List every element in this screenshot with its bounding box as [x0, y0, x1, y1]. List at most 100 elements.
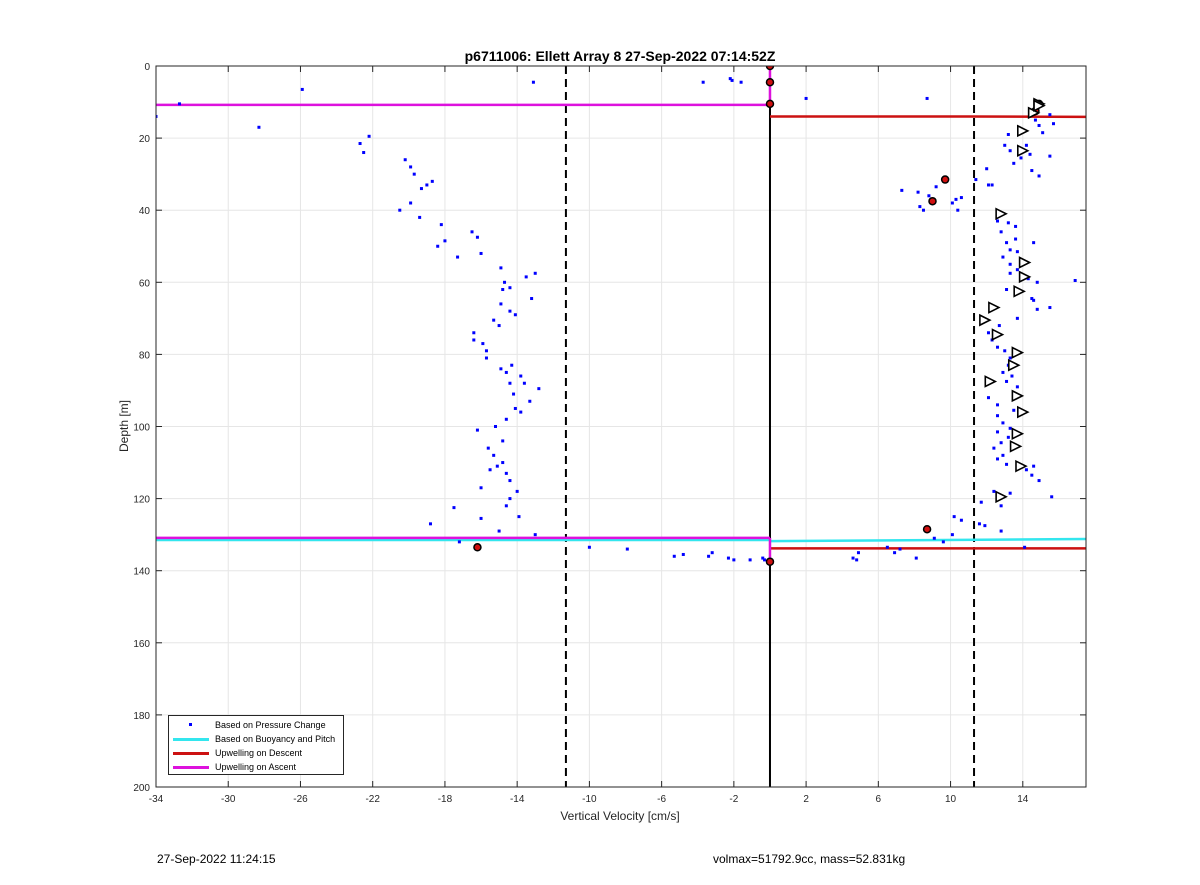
- y-tick-label: 20: [139, 134, 151, 145]
- legend-item-ascent: Upwelling on Ascent: [169, 760, 345, 774]
- x-tick-label: 2: [803, 794, 809, 805]
- triangle-marker: [1015, 459, 1028, 473]
- pressure-change-point: [730, 78, 734, 82]
- pressure-change-point: [409, 165, 413, 169]
- pressure-change-point: [492, 318, 496, 322]
- x-tick-label: -30: [221, 794, 236, 805]
- pressure-change-point: [701, 80, 705, 84]
- pressure-change-point: [524, 275, 528, 279]
- pressure-change-point: [925, 96, 929, 100]
- pressure-change-point: [1005, 462, 1009, 466]
- pressure-change-point: [985, 167, 989, 171]
- x-tick-label: -14: [510, 794, 525, 805]
- pressure-change-point: [1048, 306, 1052, 310]
- x-tick-label: -6: [657, 794, 666, 805]
- pressure-change-point: [672, 554, 676, 558]
- y-tick-label: 80: [139, 350, 151, 361]
- pressure-change-point: [1005, 379, 1009, 383]
- pressure-change-point: [425, 183, 429, 187]
- pressure-change-point: [992, 446, 996, 450]
- axes: -34 -30 -26 -22 -18 -14 -10 -6 -2 2 6 10 14020406080…: [133, 62, 1087, 805]
- footer-timestamp: 27-Sep-2022 11:24:15: [157, 852, 276, 866]
- pressure-change-point: [513, 406, 517, 410]
- pressure-change-point: [472, 338, 476, 342]
- pressure-change-point: [954, 197, 958, 201]
- pressure-change-point: [956, 208, 960, 212]
- pressure-change-point: [996, 457, 1000, 461]
- pressure-change-point: [177, 102, 181, 106]
- pressure-change-point: [497, 529, 501, 533]
- y-tick-label: 160: [133, 639, 150, 650]
- pressure-change-point: [479, 251, 483, 255]
- pressure-change-point: [362, 151, 366, 155]
- pressure-change-point: [1006, 132, 1010, 136]
- series-line-based-on-buoyancy-and-pitch: [769, 537, 1086, 543]
- pressure-change-point: [992, 489, 996, 493]
- x-tick-label: -22: [365, 794, 380, 805]
- pressure-change-point: [497, 324, 501, 328]
- pressure-change-point: [1015, 250, 1019, 254]
- pressure-change-point: [508, 286, 512, 290]
- legend-label: Upwelling on Descent: [215, 748, 303, 758]
- circle-marker: [765, 557, 775, 566]
- pressure-change-point: [398, 208, 402, 212]
- pressure-change-point: [1005, 288, 1009, 292]
- pressure-change-point: [484, 349, 488, 353]
- pressure-change-point: [1014, 224, 1018, 228]
- pressure-change-point: [1032, 298, 1036, 302]
- pressure-change-point: [472, 331, 476, 335]
- y-tick-label: 60: [139, 278, 151, 289]
- pressure-change-point: [952, 515, 956, 519]
- pressure-change-point: [300, 87, 304, 91]
- pressure-change-point: [1001, 421, 1005, 425]
- pressure-change-point: [999, 441, 1003, 445]
- pressure-change-point: [501, 439, 505, 443]
- pressure-change-point: [710, 551, 714, 555]
- pressure-change-point: [1008, 426, 1012, 430]
- pressure-change-point: [486, 446, 490, 450]
- pressure-change-point: [443, 239, 447, 243]
- pressure-change-point: [403, 158, 407, 162]
- pressure-change-point: [1001, 255, 1005, 259]
- pressure-change-point: [1033, 118, 1037, 122]
- x-tick-label: 6: [876, 794, 882, 805]
- pressure-change-point: [513, 313, 517, 317]
- y-tick-label: 0: [144, 62, 150, 73]
- pressure-change-point: [983, 524, 987, 528]
- pressure-change-point: [479, 516, 483, 520]
- pressure-change-point: [856, 551, 860, 555]
- pressure-change-point: [522, 381, 526, 385]
- pressure-change-point: [519, 374, 523, 378]
- pressure-change-point: [409, 201, 413, 205]
- triangle-marker: [991, 328, 1005, 341]
- pressure-change-point: [1003, 349, 1007, 353]
- pressure-change-point: [257, 125, 261, 129]
- circle-marker: [940, 175, 950, 184]
- pressure-change-point: [681, 552, 685, 556]
- pressure-change-point: [761, 556, 765, 560]
- pressure-change-point: [492, 453, 496, 457]
- pressure-change-point: [501, 461, 505, 465]
- pressure-change-point: [367, 134, 371, 138]
- triangle-marker: [1011, 389, 1025, 403]
- legend-line-swatch: [173, 738, 209, 741]
- pressure-change-point: [1032, 464, 1036, 468]
- pressure-change-point: [986, 396, 990, 400]
- pressure-change-point: [921, 208, 925, 212]
- pressure-change-point: [1010, 374, 1014, 378]
- pressure-change-point: [537, 387, 541, 391]
- pressure-change-point: [1032, 241, 1036, 245]
- pressure-change-point: [1015, 316, 1019, 320]
- pressure-change-point: [1008, 271, 1012, 275]
- pressure-change-point: [885, 545, 889, 549]
- chart-title: p6711006: Ellett Array 8 27-Sep-2022 07:…: [465, 48, 776, 64]
- pressure-change-point: [419, 187, 423, 191]
- triangle-marker: [1016, 144, 1030, 158]
- pressure-change-point: [484, 356, 488, 360]
- pressure-change-point: [481, 342, 485, 346]
- y-tick-label: 40: [139, 206, 151, 217]
- pressure-change-point: [851, 556, 855, 560]
- pressure-change-point: [927, 194, 931, 198]
- pressure-change-point: [517, 515, 521, 519]
- x-axis-label: Vertical Velocity [cm/s]: [560, 809, 679, 823]
